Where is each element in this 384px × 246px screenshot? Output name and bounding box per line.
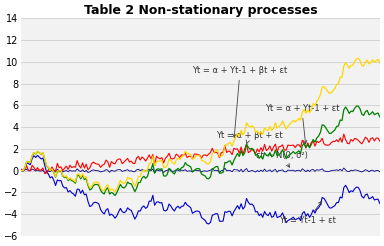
Text: εt ~ N(0, σ²): εt ~ N(0, σ²) — [255, 151, 308, 167]
Text: Yt = Yt-1 + εt: Yt = Yt-1 + εt — [279, 201, 336, 225]
Text: Yt = α + Yt-1 + βt + εt: Yt = α + Yt-1 + βt + εt — [192, 66, 288, 137]
Title: Table 2 Non-stationary processes: Table 2 Non-stationary processes — [84, 4, 318, 17]
Text: Yt = α + Yt-1 + εt: Yt = α + Yt-1 + εt — [265, 104, 339, 144]
Text: Yt = α + βt + εt: Yt = α + βt + εt — [216, 131, 283, 143]
